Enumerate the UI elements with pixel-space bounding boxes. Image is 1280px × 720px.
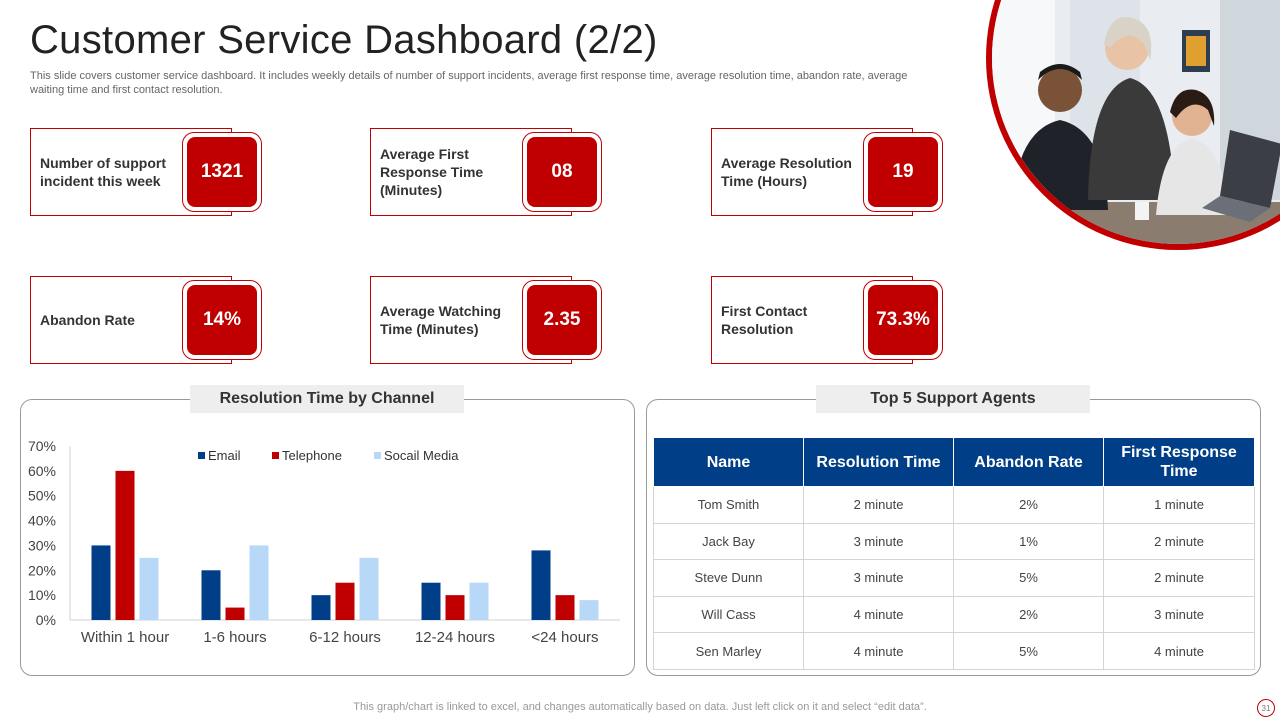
- agent-first-response-time: 4 minute: [1103, 632, 1255, 670]
- kpi-label: Average First Response Time (Minutes): [380, 146, 484, 198]
- agent-first-response-time: 1 minute: [1103, 486, 1255, 524]
- y-tick-label: 30%: [28, 537, 56, 553]
- kpi-label: Number of support incident this week: [40, 155, 166, 189]
- agent-resolution-time: 3 minute: [803, 522, 954, 561]
- column-header-abandon-rate[interactable]: Abandon Rate: [953, 437, 1104, 487]
- agents-table: Name Resolution Time Abandon Rate First …: [653, 437, 1255, 670]
- agent-name: Tom Smith: [653, 486, 804, 524]
- kpi-value: 08: [527, 137, 597, 207]
- y-tick-label: 20%: [28, 562, 56, 578]
- agent-resolution-time: 4 minute: [803, 595, 954, 634]
- x-tick-label: 12-24 hours: [415, 629, 495, 646]
- y-tick-label: 0%: [36, 612, 56, 628]
- bar-email: [201, 570, 221, 620]
- page-subtitle: This slide covers customer service dashb…: [30, 70, 908, 96]
- agent-name: Steve Dunn: [653, 559, 804, 597]
- y-tick-label: 40%: [28, 513, 56, 529]
- table-row: Sen Marley 4 minute 5% 4 minute: [653, 632, 1255, 670]
- bar-telephone: [555, 595, 575, 620]
- agent-first-response-time: 2 minute: [1103, 559, 1255, 597]
- bar-telephone: [445, 595, 465, 620]
- agent-first-response-time: 3 minute: [1103, 595, 1255, 634]
- legend-swatch: [198, 452, 205, 459]
- kpi-label: Average Watching Time (Minutes): [380, 303, 502, 337]
- agent-resolution-time: 3 minute: [803, 559, 954, 597]
- office-team-photo: [920, 0, 1280, 250]
- agent-name: Jack Bay: [653, 522, 804, 561]
- bar-email: [531, 550, 551, 620]
- footer-note: This graph/chart is linked to excel, and…: [353, 701, 927, 713]
- bar-telephone: [115, 470, 135, 620]
- kpi-resolution-time: Average Resolution Time (Hours) 19: [711, 128, 943, 216]
- legend-label: Email: [208, 448, 241, 463]
- bar-email: [421, 582, 441, 620]
- kpi-label: Average Resolution Time (Hours): [721, 155, 852, 189]
- kpi-value: 73.3%: [868, 285, 938, 355]
- legend-swatch: [272, 452, 279, 459]
- kpi-value: 19: [868, 137, 938, 207]
- kpi-value: 1321: [187, 137, 257, 207]
- kpi-abandon-rate: Abandon Rate 14%: [30, 276, 262, 364]
- legend-label: Socail Media: [384, 448, 459, 463]
- agent-abandon-rate: 2%: [953, 486, 1104, 524]
- agent-resolution-time: 4 minute: [803, 632, 954, 670]
- table-row: Jack Bay 3 minute 1% 2 minute: [653, 522, 1255, 561]
- kpi-value: 14%: [187, 285, 257, 355]
- table-row: Will Cass 4 minute 2% 3 minute: [653, 595, 1255, 634]
- column-header-resolution-time[interactable]: Resolution Time: [803, 437, 954, 487]
- bar-email: [91, 545, 111, 620]
- y-tick-label: 60%: [28, 463, 56, 479]
- y-tick-label: 50%: [28, 488, 56, 504]
- agents-panel-title: Top 5 Support Agents: [816, 385, 1090, 413]
- kpi-first-contact-resolution: First Contact Resolution 73.3%: [711, 276, 943, 364]
- column-header-first-response-time[interactable]: First Response Time: [1103, 437, 1255, 487]
- kpi-watching-time: Average Watching Time (Minutes) 2.35: [370, 276, 602, 364]
- agent-name: Will Cass: [653, 595, 804, 634]
- x-tick-label: Within 1 hour: [81, 629, 169, 646]
- agent-resolution-time: 2 minute: [803, 486, 954, 524]
- agent-abandon-rate: 2%: [953, 595, 1104, 634]
- y-tick-label: 70%: [28, 438, 56, 454]
- bar-socail-media: [139, 557, 159, 620]
- y-tick-label: 10%: [28, 587, 56, 603]
- bar-socail-media: [359, 557, 379, 620]
- page-title: Customer Service Dashboard (2/2): [30, 18, 658, 62]
- bar-socail-media: [579, 600, 599, 620]
- kpi-label: First Contact Resolution: [721, 303, 808, 337]
- table-row: Steve Dunn 3 minute 5% 2 minute: [653, 559, 1255, 597]
- bar-telephone: [225, 607, 245, 620]
- bar-socail-media: [469, 582, 489, 620]
- agent-abandon-rate: 1%: [953, 522, 1104, 561]
- page-number: 31: [1257, 699, 1275, 717]
- legend-swatch: [374, 452, 381, 459]
- table-header-row: Name Resolution Time Abandon Rate First …: [653, 437, 1255, 487]
- x-tick-label: 6-12 hours: [309, 629, 381, 646]
- agent-first-response-time: 2 minute: [1103, 522, 1255, 561]
- table-row: Tom Smith 2 minute 2% 1 minute: [653, 486, 1255, 524]
- kpi-value: 2.35: [527, 285, 597, 355]
- x-tick-label: <24 hours: [531, 629, 598, 646]
- kpi-label: Abandon Rate: [40, 312, 135, 328]
- agent-abandon-rate: 5%: [953, 559, 1104, 597]
- bar-telephone: [335, 582, 355, 620]
- kpi-first-response-time: Average First Response Time (Minutes) 08: [370, 128, 602, 216]
- x-tick-label: 1-6 hours: [203, 629, 266, 646]
- agent-abandon-rate: 5%: [953, 632, 1104, 670]
- resolution-time-chart[interactable]: 0% 10% 20% 30% 40% 50% 60% 70% Within 1 hour 1-6 …: [20, 430, 635, 655]
- agent-name: Sen Marley: [653, 632, 804, 670]
- legend-label: Telephone: [282, 448, 342, 463]
- chart-panel-title: Resolution Time by Channel: [190, 385, 464, 413]
- column-header-name[interactable]: Name: [653, 437, 804, 487]
- bar-socail-media: [249, 545, 269, 620]
- kpi-support-incidents: Number of support incident this week 132…: [30, 128, 262, 216]
- bar-email: [311, 595, 331, 620]
